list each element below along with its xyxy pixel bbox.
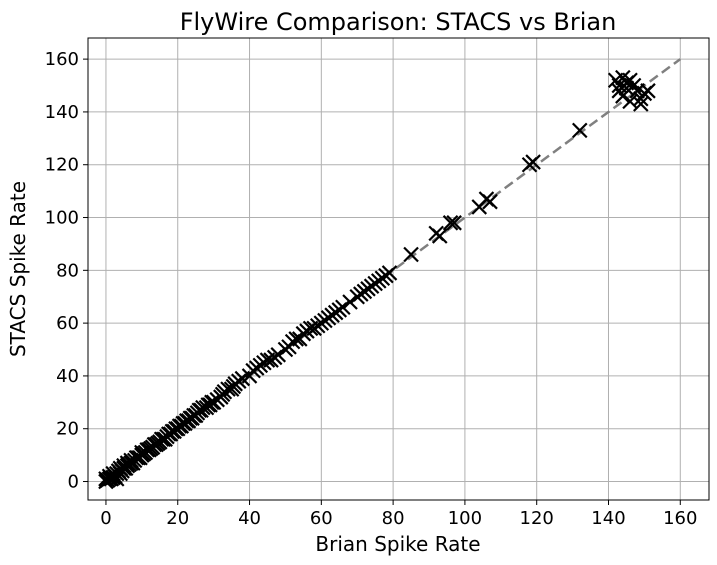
chart-title: FlyWire Comparison: STACS vs Brian	[180, 8, 617, 36]
y-tick-label: 140	[45, 102, 79, 123]
x-axis-label: Brian Spike Rate	[315, 532, 480, 556]
data-point-stroke	[432, 228, 448, 244]
x-tick-label: 140	[591, 508, 625, 529]
x-tick-label: 40	[238, 508, 261, 529]
grid-lines	[88, 38, 709, 500]
data-point	[446, 215, 462, 231]
y-axis-ticks: 0 20 40 60 80 100 120 140 160	[45, 49, 88, 493]
data-point	[381, 265, 398, 281]
x-tick-label: 160	[663, 508, 697, 529]
y-tick-label: 160	[45, 49, 79, 70]
data-point-stroke	[442, 215, 459, 231]
x-tick-label: 60	[310, 508, 333, 529]
x-tick-label: 20	[166, 508, 189, 529]
data-point-stroke	[633, 96, 649, 112]
plot-area-frame	[87, 37, 710, 501]
x-tick-label: 80	[382, 508, 405, 529]
data-point-stroke	[342, 294, 358, 310]
data-point-stroke	[403, 246, 419, 263]
data-point	[270, 347, 287, 363]
data-point	[525, 154, 541, 170]
y-tick-label: 20	[56, 419, 79, 440]
data-point-stroke	[640, 83, 656, 99]
data-point-stroke	[525, 154, 541, 170]
y-tick-label: 100	[45, 208, 79, 229]
y-tick-label: 60	[56, 313, 79, 334]
x-axis-ticks: 0 20 40 60 80 100 120 140 160	[100, 500, 697, 529]
y-tick-label: 40	[56, 366, 79, 387]
data-point	[335, 299, 351, 316]
data-point-stroke	[571, 122, 588, 139]
data-point-stroke	[615, 69, 631, 86]
data-points	[98, 69, 656, 490]
data-point	[482, 193, 498, 210]
data-point-stroke	[335, 299, 351, 316]
data-point	[403, 246, 419, 263]
data-point	[571, 122, 588, 139]
data-point	[288, 331, 304, 347]
y-tick-label: 0	[68, 472, 79, 493]
y-tick-label: 80	[56, 260, 79, 281]
x-tick-label: 120	[520, 508, 554, 529]
x-tick-label: 100	[448, 508, 482, 529]
data-point-stroke	[625, 77, 642, 94]
data-point-stroke	[482, 193, 498, 210]
reference-line	[105, 58, 682, 483]
data-point-stroke	[622, 72, 638, 89]
data-point-stroke	[381, 265, 398, 281]
data-point-stroke	[288, 331, 304, 347]
data-point-stroke	[270, 347, 287, 363]
data-point	[342, 294, 358, 310]
data-point	[640, 83, 656, 99]
data-point	[442, 215, 459, 231]
data-point	[633, 96, 649, 112]
x-tick-label: 0	[100, 508, 111, 529]
y-tick-label: 120	[45, 155, 79, 176]
data-point	[432, 228, 448, 244]
data-point-stroke	[446, 215, 462, 231]
y-axis-label: STACS Spike Rate	[6, 181, 30, 357]
